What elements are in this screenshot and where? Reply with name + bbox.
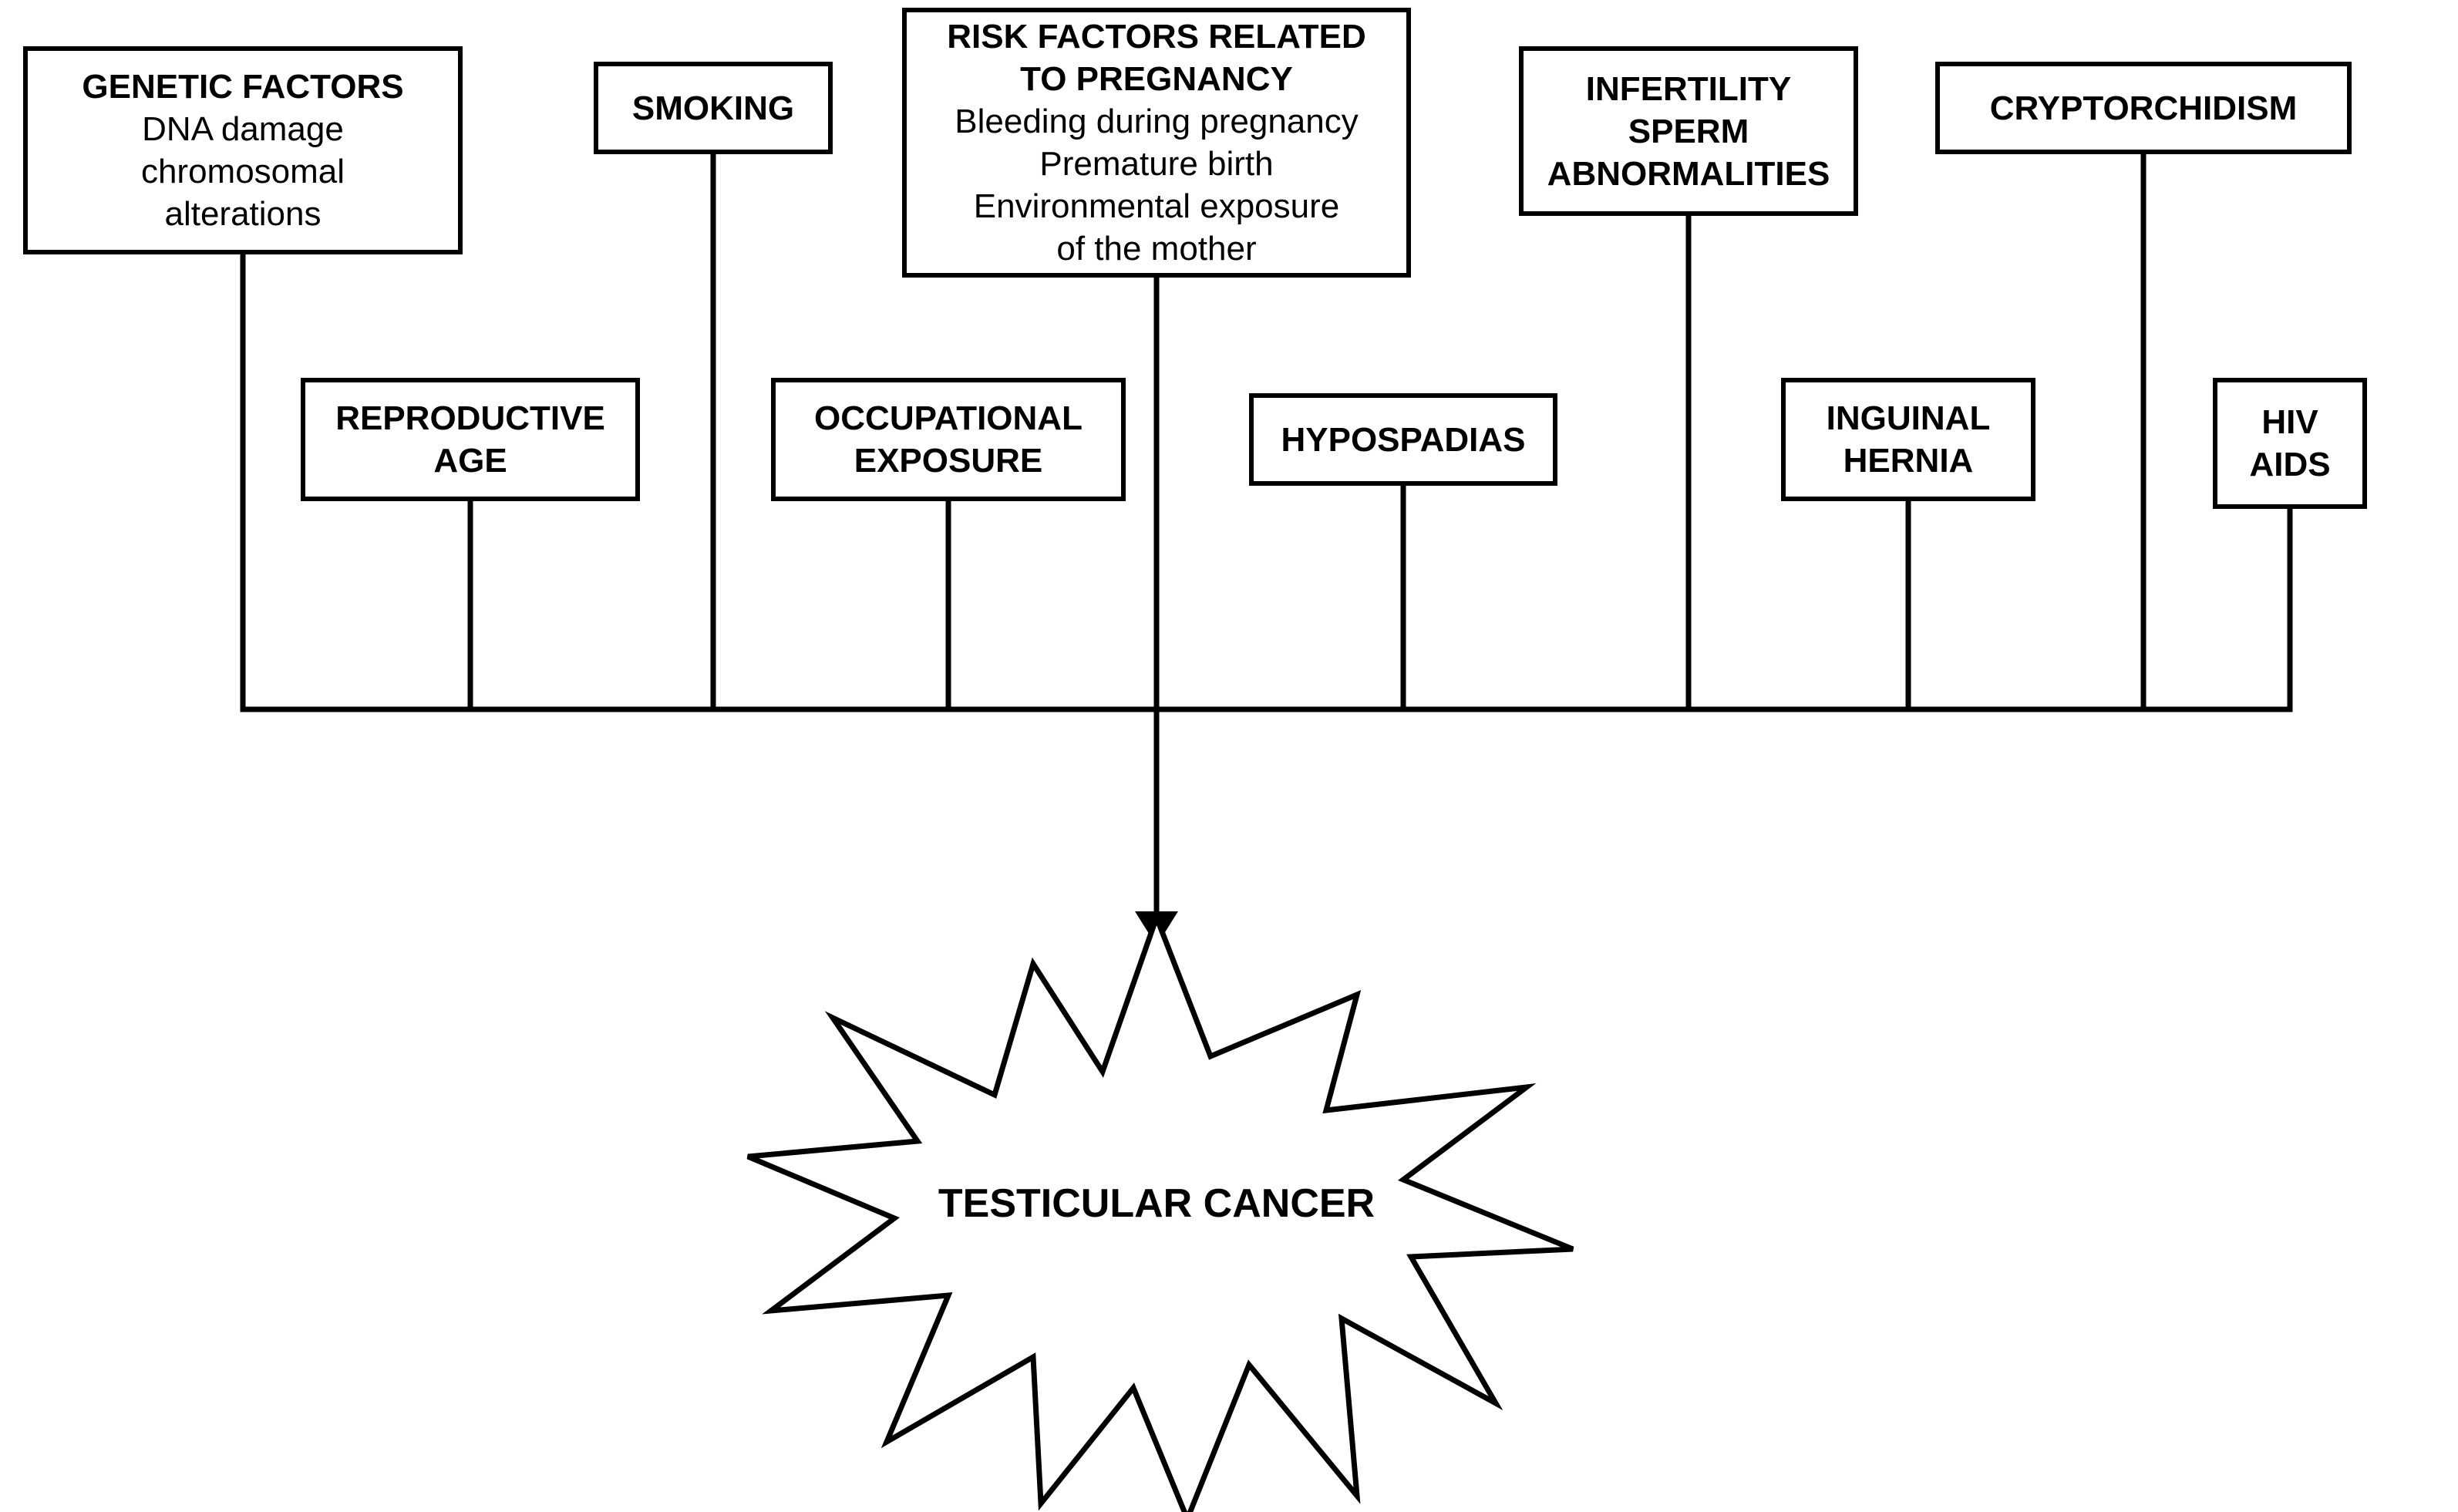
node-title: CRYPTORCHIDISM <box>1990 87 2297 130</box>
node-title: INGUINALHERNIA <box>1827 397 1991 482</box>
node-title: INFERTILITYSPERMABNORMALITIES <box>1547 68 1830 195</box>
node-reproductive-age: REPRODUCTIVEAGE <box>301 378 640 501</box>
diagram-canvas: GENETIC FACTORS DNA damagechromosomalalt… <box>0 0 2458 1512</box>
node-infertility: INFERTILITYSPERMABNORMALITIES <box>1519 46 1858 216</box>
node-title: SMOKING <box>632 87 794 130</box>
node-title: HIVAIDS <box>2249 401 2330 486</box>
node-inguinal-hernia: INGUINALHERNIA <box>1781 378 2035 501</box>
node-pregnancy-risk-factors: RISK FACTORS RELATEDTO PREGNANCY Bleedin… <box>902 8 1411 278</box>
node-title: REPRODUCTIVEAGE <box>335 397 605 482</box>
node-smoking: SMOKING <box>594 62 833 154</box>
node-subtext: DNA damagechromosomalalterations <box>141 108 345 235</box>
node-title: GENETIC FACTORS <box>82 66 403 108</box>
node-hiv-aids: HIVAIDS <box>2213 378 2367 509</box>
node-title: RISK FACTORS RELATEDTO PREGNANCY <box>947 15 1366 100</box>
outcome-label: TESTICULAR CANCER <box>938 1181 1375 1226</box>
node-occupational-exposure: OCCUPATIONALEXPOSURE <box>771 378 1126 501</box>
node-cryptorchidism: CRYPTORCHIDISM <box>1935 62 2352 154</box>
node-hypospadias: HYPOSPADIAS <box>1249 393 1557 486</box>
node-title: OCCUPATIONALEXPOSURE <box>814 397 1083 482</box>
node-title: HYPOSPADIAS <box>1281 419 1525 461</box>
node-subtext: Bleeding during pregnancyPremature birth… <box>955 100 1359 270</box>
node-genetic-factors: GENETIC FACTORS DNA damagechromosomalalt… <box>23 46 463 254</box>
